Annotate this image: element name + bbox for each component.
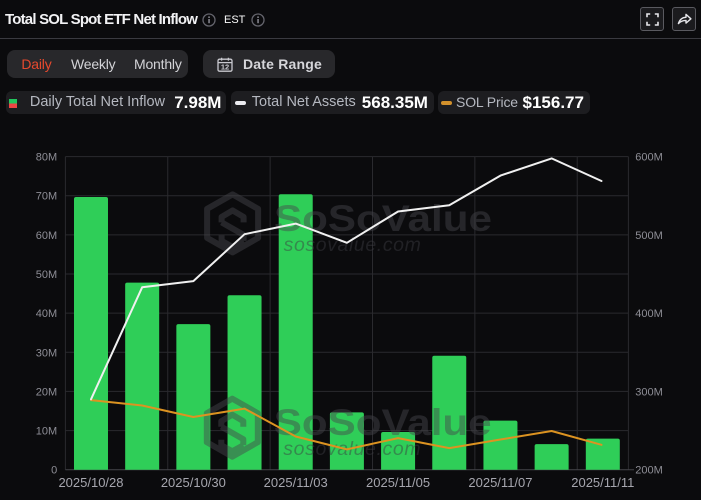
svg-text:2025/11/07: 2025/11/07 [468,475,532,490]
svg-text:40M: 40M [36,308,57,320]
svg-text:80M: 80M [36,152,57,164]
svg-text:2025/10/30: 2025/10/30 [161,475,226,490]
svg-text:10M: 10M [36,426,57,438]
svg-text:600M: 600M [635,152,663,164]
svg-text:2025/11/05: 2025/11/05 [366,475,430,490]
svg-text:300M: 300M [635,386,663,398]
svg-text:500M: 500M [635,230,663,242]
svg-text:70M: 70M [36,191,57,203]
svg-text:30M: 30M [36,347,57,359]
svg-text:2025/11/11: 2025/11/11 [571,475,634,490]
svg-text:50M: 50M [36,269,57,281]
svg-text:20M: 20M [36,386,57,398]
svg-text:0: 0 [51,465,57,477]
svg-text:2025/10/28: 2025/10/28 [58,475,123,490]
svg-text:200M: 200M [635,465,663,477]
svg-text:SoSoValue: SoSoValue [274,403,492,444]
svg-text:2025/11/03: 2025/11/03 [264,475,328,490]
svg-text:60M: 60M [36,230,57,242]
svg-text:400M: 400M [635,308,663,320]
svg-text:sosovalue.com: sosovalue.com [284,234,422,256]
svg-text:12: 12 [221,62,229,71]
svg-text:SoSoValue: SoSoValue [274,198,492,239]
